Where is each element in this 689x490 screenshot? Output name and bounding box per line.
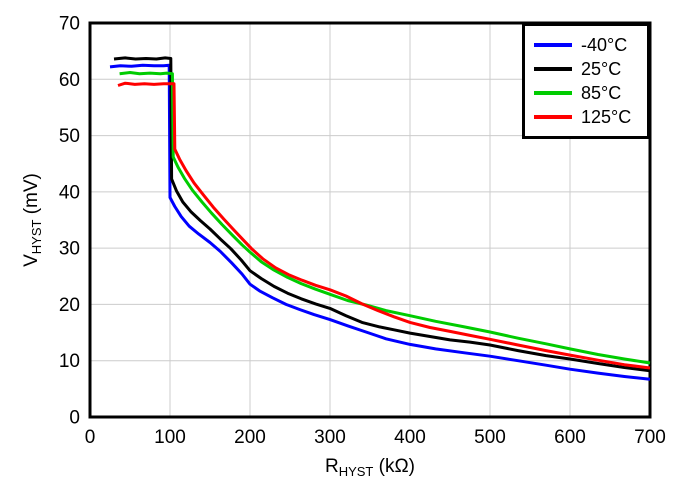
y-tick-label-20: 20	[59, 295, 80, 316]
y-tick-label-50: 50	[59, 126, 80, 147]
y-tick-label-60: 60	[59, 70, 80, 91]
legend-label: 125°C	[581, 107, 632, 127]
y-axis-title: VHYST (mV)	[21, 173, 44, 267]
legend-swatch-icon	[534, 43, 572, 47]
y-tick-label-40: 40	[59, 182, 80, 203]
x-tick-label-200: 200	[234, 427, 266, 448]
y-tick-label-0: 0	[69, 408, 80, 429]
y-tick-label-10: 10	[59, 351, 80, 372]
series-line-1	[113, 56, 651, 373]
series-line-2	[119, 71, 651, 365]
series-line-3	[117, 81, 651, 370]
x-tick-label-0: 0	[85, 427, 96, 448]
x-tick-label-300: 300	[314, 427, 346, 448]
legend-label: 85°C	[581, 83, 622, 103]
series-line-0	[109, 63, 651, 381]
legend-item: 25°C	[525, 57, 647, 81]
x-tick-label-100: 100	[154, 427, 186, 448]
x-axis-title: RHYST (kΩ)	[325, 456, 415, 479]
x-tick-label-500: 500	[474, 427, 506, 448]
legend-swatch-icon	[534, 67, 572, 71]
legend-swatch-icon	[534, 115, 572, 119]
legend-label: -40°C	[581, 35, 628, 55]
y-tick-label-70: 70	[59, 14, 80, 35]
x-tick-label-600: 600	[554, 427, 586, 448]
legend-label: 25°C	[581, 59, 622, 79]
legend-item: -40°C	[525, 33, 647, 57]
legend: -40°C 25°C 85°C 125°C	[522, 23, 650, 139]
x-tick-label-400: 400	[394, 427, 426, 448]
y-tick-label-30: 30	[59, 239, 80, 260]
legend-item: 85°C	[525, 81, 647, 105]
legend-swatch-icon	[534, 91, 572, 95]
legend-item: 125°C	[525, 105, 647, 129]
x-tick-label-700: 700	[634, 427, 666, 448]
plot-border	[88, 21, 652, 419]
